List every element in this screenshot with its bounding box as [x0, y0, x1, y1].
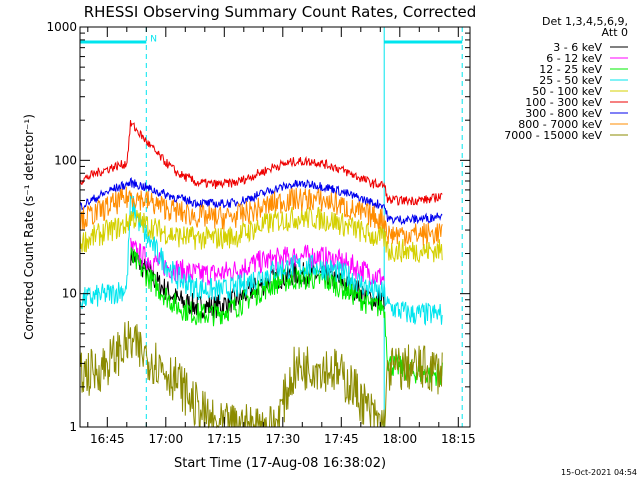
legend-label-5: 50 - 100 keV — [532, 85, 602, 98]
x-tick-label-2: 17:00 — [149, 432, 184, 446]
annotations: N — [150, 35, 157, 45]
y-axis-label: Corrected Count Rate (s⁻¹ detector⁻¹) — [22, 114, 36, 340]
y-tick-label-4: 1000 — [46, 20, 77, 34]
x-tick-label-3: 17:15 — [207, 432, 242, 446]
x-axis-ticks: 16:45 17:00 17:15 17:30 17:45 18:00 18:15 — [87, 27, 476, 446]
legend-label-2: 6 - 12 keV — [546, 52, 602, 65]
legend-label-8: 800 - 7000 keV — [518, 118, 602, 131]
x-tick-label-7: 18:15 — [441, 432, 476, 446]
plot-timestamp: 15-Oct-2021 04:54 — [561, 468, 637, 477]
x-tick-label-6: 18:00 — [383, 432, 418, 446]
series-line-6-seg-1 — [79, 120, 443, 207]
legend-label-9: 7000 - 15000 keV — [504, 129, 602, 142]
series-line-5-seg-1 — [79, 206, 443, 263]
y-tick-label-1: 1 — [69, 420, 77, 434]
series-line-3-seg-1 — [130, 246, 443, 386]
y-axis-ticks: 1 10 100 1000 — [46, 20, 470, 434]
chart-title: RHESSI Observing Summary Count Rates, Co… — [84, 3, 477, 21]
legend-label-1: 3 - 6 keV — [553, 41, 602, 54]
legend-label-6: 100 - 300 keV — [525, 96, 602, 109]
legend-label-7: 300 - 800 keV — [525, 107, 602, 120]
legend-header-1: Det 1,3,4,5,6,9, — [542, 15, 628, 28]
plot-frame — [79, 26, 471, 428]
series-line-9-seg-1 — [79, 320, 443, 429]
series-line-2-seg-1 — [130, 237, 385, 287]
y-tick-label-2: 10 — [62, 287, 77, 301]
x-axis-label: Start Time (17-Aug-08 16:38:02) — [174, 456, 386, 471]
annotation-1: N — [150, 35, 157, 45]
x-tick-label-1: 16:45 — [90, 432, 125, 446]
legend-label-4: 25 - 50 keV — [539, 74, 602, 87]
series-line-4-seg-1 — [79, 193, 443, 327]
series-line-8-seg-1 — [79, 186, 443, 247]
series-lines — [79, 120, 443, 429]
y-tick-label-3: 100 — [54, 153, 77, 167]
legend-label-3: 12 - 25 keV — [539, 63, 602, 76]
x-tick-label-4: 17:30 — [266, 432, 301, 446]
legend-header-2: Att 0 — [602, 26, 628, 39]
x-tick-label-5: 17:45 — [324, 432, 359, 446]
